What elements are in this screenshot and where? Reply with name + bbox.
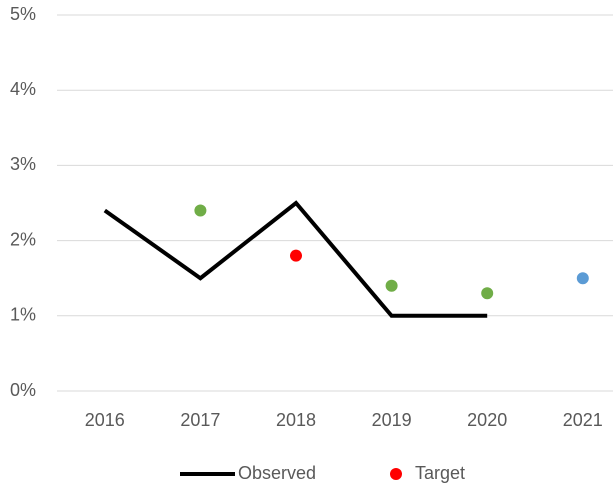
x-tick-label: 2021 — [563, 410, 603, 430]
legend-marker — [390, 468, 402, 480]
x-tick-label: 2016 — [85, 410, 125, 430]
target-point — [481, 287, 494, 300]
x-tick-label: 2019 — [372, 410, 412, 430]
y-tick-label: 4% — [10, 79, 36, 99]
y-tick-label: 5% — [10, 4, 36, 24]
y-tick-label: 2% — [10, 229, 36, 249]
legend-label: Observed — [238, 463, 316, 483]
target-point — [194, 204, 207, 217]
y-tick-label: 0% — [10, 380, 36, 400]
x-tick-label: 2018 — [276, 410, 316, 430]
x-tick-label: 2020 — [467, 410, 507, 430]
observed-line — [103, 200, 488, 318]
x-tick-label: 2017 — [180, 410, 220, 430]
y-tick-label: 3% — [10, 154, 36, 174]
target-point — [290, 249, 302, 262]
target-point — [385, 279, 398, 292]
legend-label: Target — [415, 463, 465, 483]
y-tick-label: 1% — [10, 305, 36, 325]
target-point — [576, 272, 589, 285]
